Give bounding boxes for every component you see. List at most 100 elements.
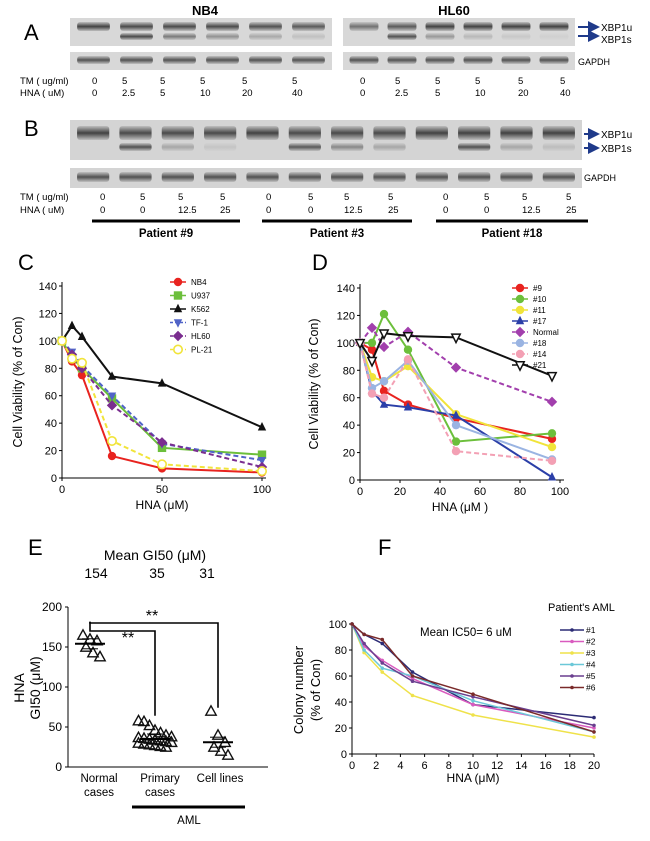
- series-line-#2: [351, 623, 595, 729]
- y-axis-title: Cell Viability (% of Con): [11, 316, 25, 447]
- data-point-#17: [547, 472, 557, 481]
- panel-b-xbp1u-band-1: [77, 126, 110, 140]
- panel-letter-b: B: [24, 116, 39, 141]
- data-point-#2: [471, 702, 475, 707]
- panel-a-label-gapdh: GAPDH: [578, 57, 610, 67]
- legend-label: #5: [586, 671, 596, 681]
- category-label: cases: [84, 787, 114, 799]
- panel-a-xbp1s-band-hl60-3: [425, 33, 455, 40]
- data-point-#4: [380, 666, 385, 670]
- panel-b-patient-groups: Patient #9 Patient #3 Patient #18: [92, 219, 588, 240]
- y-tick-label: 140: [39, 281, 57, 293]
- panel-b-hna-value: 12.5: [344, 205, 363, 216]
- legend-label: #9: [533, 284, 542, 293]
- panel-letter-c: C: [18, 250, 34, 275]
- series-line-#18: [359, 342, 553, 461]
- panel-letter-e: E: [28, 535, 43, 560]
- panel-b-tm-value: 0: [100, 192, 105, 203]
- data-point-#9: [379, 386, 389, 396]
- data-point-#21: [402, 332, 414, 343]
- data-point-#3: [592, 735, 596, 739]
- legend-label: Normal: [533, 328, 559, 337]
- panel-b-patient-label: Patient #18: [482, 228, 543, 240]
- legend-marker: [173, 303, 183, 313]
- y-tick-label: 20: [45, 446, 57, 458]
- panel-b-gapdh-band-5: [246, 172, 279, 182]
- data-point-Primary cases: [165, 735, 178, 748]
- panel-b-xbp1s-band-2: [119, 143, 152, 151]
- panel-b-gapdh-band-11: [500, 172, 533, 182]
- data-point-PL-21: [107, 435, 118, 446]
- panel-a-xbp1s-band-nb4-2: [120, 33, 153, 40]
- panel-a-tm-value: 5: [122, 76, 127, 87]
- panel-a-tm-value: 5: [200, 76, 205, 87]
- data-point-Normal: [450, 362, 462, 373]
- data-point-#10: [367, 338, 377, 348]
- significance-bracket-2: [89, 621, 156, 716]
- legend-marker: [514, 361, 526, 372]
- data-point-HL60: [106, 400, 118, 411]
- legend: NB4 U937 K562 TF-1 HL60 PL-21: [170, 277, 213, 355]
- data-point-#6: [410, 674, 415, 678]
- panel-a-gapdh-band-nb4-6: [292, 56, 325, 64]
- y-tick-label: 100: [329, 619, 347, 631]
- panel-a-tm-value: 0: [360, 76, 365, 87]
- data-point-#14: [379, 393, 389, 402]
- panel-b-tm-value: 5: [220, 192, 225, 203]
- data-point-PL-21: [77, 357, 88, 368]
- panel-a-hna-value: 5: [435, 88, 440, 99]
- y-tick-label: 60: [335, 671, 347, 683]
- panel-b-gapdh-band-4: [204, 172, 237, 182]
- data-point-#3: [380, 670, 385, 674]
- panel-b-tm-label: TM ( ug/ml): [20, 192, 69, 203]
- panel-b-gapdh-band-3: [161, 172, 194, 182]
- data-point-Normal: [546, 396, 558, 408]
- legend-label: #3: [586, 648, 596, 658]
- data-point-Normal cases: [86, 645, 100, 658]
- gi50-mean-value: 35: [149, 565, 165, 581]
- panel-a-hna-label: HNA ( uM): [20, 88, 64, 99]
- panel-a-gapdh-band-hl60-1: [349, 56, 379, 64]
- legend-label: #17: [533, 317, 547, 326]
- category-label: cases: [145, 787, 175, 799]
- data-point-Normal cases: [76, 628, 90, 640]
- series-line-#6: [351, 623, 595, 733]
- panel-b-hna-value: 25: [566, 205, 577, 216]
- panel-a-xbp1u-band-nb4-3: [163, 22, 196, 31]
- y-tick-label: 150: [42, 640, 62, 654]
- legend-label: NB4: [191, 278, 207, 287]
- y-tick-label: 100: [337, 338, 355, 350]
- data-point-#10: [379, 309, 389, 319]
- data-point-#21: [378, 329, 390, 341]
- data-point-Normal: [366, 322, 378, 333]
- panel-a-xbp1s-band-nb4-6: [292, 33, 325, 40]
- legend-marker: [172, 330, 184, 342]
- panel-a-gapdh-band-hl60-2: [387, 56, 417, 64]
- panel-b-patient-label: Patient #3: [310, 228, 364, 240]
- panel-a-blot-gapdh: [70, 52, 575, 70]
- data-point-#5: [362, 641, 366, 646]
- panel-b-xbp1u-band-4: [204, 126, 237, 140]
- panel-b-xbp1s-band-12: [542, 143, 575, 151]
- panel-a-gapdh-band-nb4-1: [77, 56, 110, 64]
- gi50-mean-value: 154: [84, 565, 108, 581]
- panel-a-xbp1u-band-nb4-6: [292, 22, 325, 31]
- data-point-Cell lines: [207, 740, 221, 752]
- panel-a-xbp1u-band-nb4-5: [249, 22, 282, 31]
- x-axis-title: HNA (μM): [136, 498, 189, 512]
- x-tick-label: 100: [253, 484, 271, 496]
- chart-e: Mean GI50 (μM) 154 35 31 0 50 100 150 200 HNA GI50…: [11, 547, 268, 827]
- panel-b-xbp1s-band-6: [288, 143, 321, 151]
- panel-a-xbp1s-band-hl60-6: [539, 33, 569, 40]
- series-line-#3: [351, 623, 595, 738]
- legend-label: TF-1: [191, 319, 208, 328]
- panel-a-cellline-2: HL60: [438, 3, 470, 18]
- y-tick-label: 0: [349, 475, 355, 487]
- data-point-#14: [403, 355, 413, 364]
- data-point-#11: [547, 442, 557, 452]
- data-point-#10: [547, 429, 557, 438]
- y-tick-label: 40: [335, 697, 347, 709]
- legend-marker: [173, 319, 183, 328]
- y-tick-label: 100: [39, 336, 57, 348]
- panel-a-hna-value: 0: [92, 88, 97, 99]
